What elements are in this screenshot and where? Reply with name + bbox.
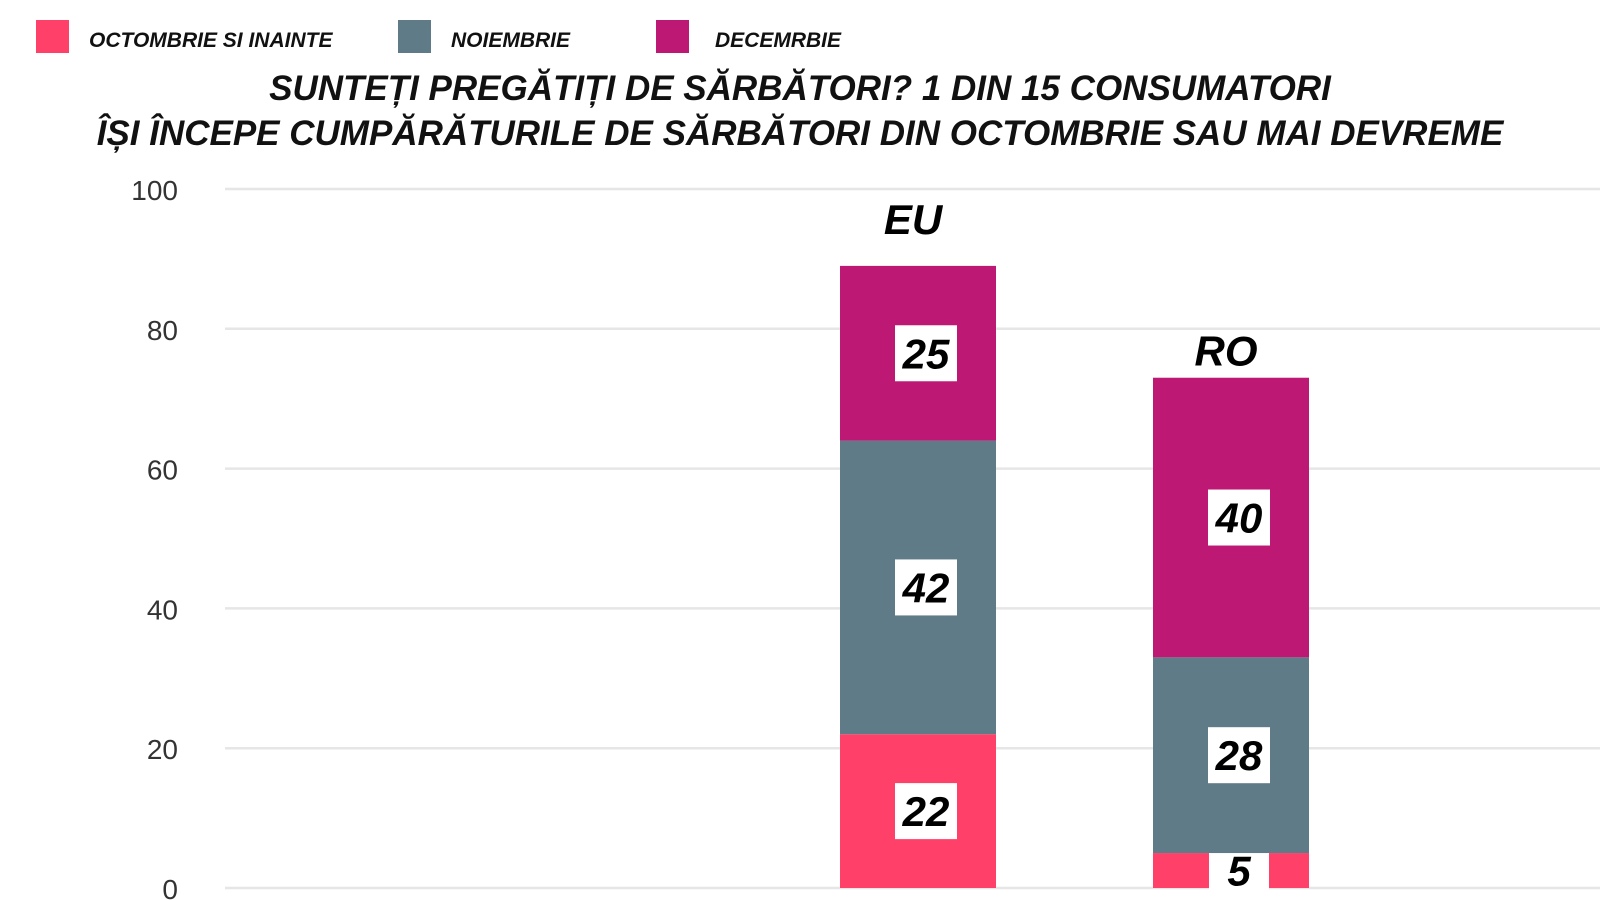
- chart-title: SUNTEȚI PREGĂTIȚI DE SĂRBĂTORI? 1 DIN 15…: [0, 66, 1600, 156]
- legend-swatch: [656, 20, 689, 53]
- data-label: 25: [902, 330, 950, 377]
- legend-swatch: [36, 20, 69, 53]
- data-label-box: [895, 325, 957, 382]
- y-tick-label: 0: [162, 874, 178, 900]
- y-tick-label: 40: [147, 594, 178, 625]
- data-label-box: [1208, 727, 1270, 784]
- data-label: 22: [902, 788, 950, 835]
- data-label-box: [895, 783, 957, 840]
- data-label: 42: [902, 564, 950, 611]
- data-label-box: [1208, 489, 1270, 546]
- legend: OCTOMBRIE SI INAINTE NOIEMBRIE DECEMRBIE: [36, 20, 841, 53]
- legend-item-october: OCTOMBRIE SI INAINTE: [36, 20, 398, 53]
- y-tick-label: 100: [131, 175, 178, 206]
- y-tick-label: 20: [147, 734, 178, 765]
- legend-item-november: NOIEMBRIE: [398, 20, 656, 53]
- data-label: 40: [1215, 495, 1263, 542]
- category-label: RO: [1195, 328, 1258, 375]
- data-label: 5: [1227, 848, 1251, 895]
- data-label-box: [895, 559, 957, 616]
- title-line-2: ÎȘI ÎNCEPE CUMPĂRĂTURILE DE SĂRBĂTORI DI…: [96, 114, 1504, 153]
- legend-label: DECEMRBIE: [715, 28, 842, 52]
- legend-swatch: [398, 20, 431, 53]
- category-label: EU: [884, 196, 944, 243]
- legend-item-december: DECEMRBIE: [656, 20, 841, 53]
- legend-label: OCTOMBRIE SI INAINTE: [89, 28, 333, 52]
- y-tick-label: 60: [147, 455, 178, 486]
- y-tick-label: 80: [147, 315, 178, 346]
- title-line-1: SUNTEȚI PREGĂTIȚI DE SĂRBĂTORI? 1 DIN 15…: [269, 69, 1331, 108]
- data-label: 28: [1215, 732, 1263, 779]
- legend-label: NOIEMBRIE: [451, 28, 571, 52]
